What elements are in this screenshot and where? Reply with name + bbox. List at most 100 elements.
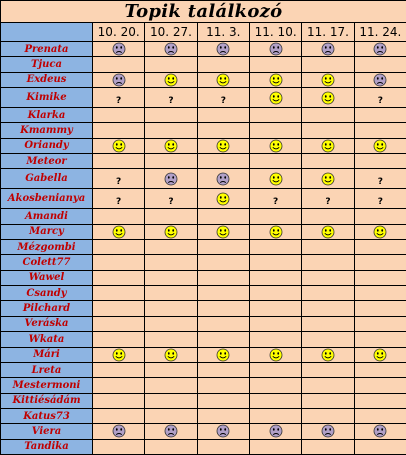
attendance-cell[interactable] <box>249 123 301 138</box>
attendance-cell[interactable] <box>249 138 301 153</box>
attendance-cell[interactable] <box>145 138 197 153</box>
attendance-cell[interactable] <box>302 42 354 57</box>
member-name[interactable]: Katus73 <box>1 408 93 423</box>
attendance-cell[interactable] <box>145 154 197 169</box>
attendance-cell[interactable] <box>145 332 197 347</box>
attendance-cell[interactable] <box>145 270 197 285</box>
attendance-cell[interactable] <box>197 224 249 239</box>
attendance-cell[interactable] <box>93 301 145 316</box>
attendance-cell[interactable] <box>249 439 301 454</box>
attendance-cell[interactable] <box>249 347 301 362</box>
attendance-cell[interactable] <box>354 209 406 224</box>
date-header[interactable]: 11. 24. <box>354 23 406 42</box>
attendance-cell[interactable] <box>302 123 354 138</box>
attendance-cell[interactable]: ? <box>93 88 145 108</box>
attendance-cell[interactable] <box>93 57 145 72</box>
attendance-cell[interactable] <box>302 332 354 347</box>
attendance-cell[interactable] <box>354 393 406 408</box>
attendance-cell[interactable] <box>302 72 354 87</box>
attendance-cell[interactable] <box>302 88 354 108</box>
date-header[interactable]: 11. 10. <box>249 23 301 42</box>
attendance-cell[interactable]: ? <box>354 88 406 108</box>
attendance-cell[interactable] <box>197 240 249 255</box>
attendance-cell[interactable] <box>93 378 145 393</box>
member-name[interactable]: Viera <box>1 424 93 439</box>
member-name[interactable]: Gabella <box>1 169 93 189</box>
attendance-cell[interactable] <box>197 108 249 123</box>
attendance-cell[interactable] <box>93 224 145 239</box>
date-header[interactable]: 11. 3. <box>197 23 249 42</box>
attendance-cell[interactable]: ? <box>197 88 249 108</box>
attendance-cell[interactable] <box>249 108 301 123</box>
attendance-cell[interactable] <box>302 439 354 454</box>
attendance-cell[interactable] <box>249 240 301 255</box>
member-name[interactable]: Prenata <box>1 42 93 57</box>
attendance-cell[interactable] <box>249 255 301 270</box>
attendance-cell[interactable] <box>302 169 354 189</box>
attendance-cell[interactable] <box>145 169 197 189</box>
attendance-cell[interactable] <box>197 72 249 87</box>
attendance-cell[interactable] <box>93 316 145 331</box>
attendance-cell[interactable] <box>93 347 145 362</box>
attendance-cell[interactable] <box>354 57 406 72</box>
attendance-cell[interactable] <box>145 255 197 270</box>
member-name[interactable]: Pilchard <box>1 301 93 316</box>
attendance-cell[interactable] <box>197 154 249 169</box>
member-name[interactable]: Colett77 <box>1 255 93 270</box>
attendance-cell[interactable] <box>93 255 145 270</box>
date-header[interactable]: 10. 27. <box>145 23 197 42</box>
attendance-cell[interactable] <box>197 408 249 423</box>
attendance-cell[interactable] <box>197 378 249 393</box>
attendance-cell[interactable] <box>354 316 406 331</box>
attendance-cell[interactable] <box>249 286 301 301</box>
attendance-cell[interactable] <box>93 123 145 138</box>
member-name[interactable]: Kmammy <box>1 123 93 138</box>
attendance-cell[interactable] <box>197 316 249 331</box>
attendance-cell[interactable] <box>145 123 197 138</box>
attendance-cell[interactable] <box>354 332 406 347</box>
attendance-cell[interactable] <box>145 424 197 439</box>
attendance-cell[interactable] <box>145 378 197 393</box>
member-name[interactable]: Exdeus <box>1 72 93 87</box>
attendance-cell[interactable] <box>197 169 249 189</box>
attendance-cell[interactable] <box>145 347 197 362</box>
attendance-cell[interactable] <box>249 378 301 393</box>
attendance-cell[interactable] <box>302 286 354 301</box>
member-name[interactable]: Mári <box>1 347 93 362</box>
member-name[interactable]: Mestermoni <box>1 378 93 393</box>
attendance-cell[interactable] <box>197 255 249 270</box>
attendance-cell[interactable] <box>145 224 197 239</box>
attendance-cell[interactable] <box>249 424 301 439</box>
attendance-cell[interactable] <box>354 301 406 316</box>
attendance-cell[interactable] <box>354 378 406 393</box>
attendance-cell[interactable] <box>302 270 354 285</box>
attendance-cell[interactable] <box>197 332 249 347</box>
attendance-cell[interactable] <box>197 57 249 72</box>
member-name[interactable]: Veráska <box>1 316 93 331</box>
attendance-cell[interactable] <box>354 286 406 301</box>
attendance-cell[interactable] <box>197 123 249 138</box>
attendance-cell[interactable] <box>93 408 145 423</box>
attendance-cell[interactable] <box>197 270 249 285</box>
attendance-cell[interactable] <box>145 209 197 224</box>
attendance-cell[interactable] <box>197 286 249 301</box>
attendance-cell[interactable] <box>197 209 249 224</box>
attendance-cell[interactable]: ? <box>145 88 197 108</box>
attendance-cell[interactable] <box>302 424 354 439</box>
member-name[interactable]: Oriandy <box>1 138 93 153</box>
attendance-cell[interactable] <box>302 255 354 270</box>
attendance-cell[interactable] <box>145 301 197 316</box>
attendance-cell[interactable] <box>354 138 406 153</box>
attendance-cell[interactable]: ? <box>354 189 406 209</box>
attendance-cell[interactable] <box>145 286 197 301</box>
attendance-cell[interactable]: ? <box>93 189 145 209</box>
attendance-cell[interactable] <box>354 108 406 123</box>
attendance-cell[interactable]: ? <box>145 189 197 209</box>
attendance-cell[interactable] <box>145 57 197 72</box>
attendance-cell[interactable] <box>302 378 354 393</box>
member-name[interactable]: Tandika <box>1 439 93 454</box>
attendance-cell[interactable] <box>93 240 145 255</box>
attendance-cell[interactable] <box>145 439 197 454</box>
attendance-cell[interactable] <box>354 123 406 138</box>
attendance-cell[interactable] <box>354 240 406 255</box>
